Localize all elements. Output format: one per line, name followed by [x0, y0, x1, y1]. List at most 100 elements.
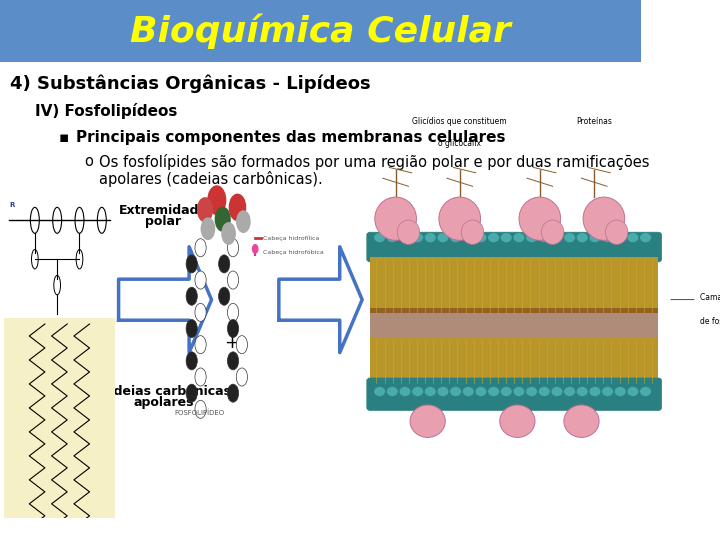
Circle shape — [513, 387, 525, 396]
Circle shape — [450, 387, 462, 396]
Text: IV) Fosfolipídeos: IV) Fosfolipídeos — [35, 103, 178, 119]
Ellipse shape — [606, 220, 628, 244]
Circle shape — [195, 303, 206, 321]
Text: FOSFOLIPÍDEO: FOSFOLIPÍDEO — [174, 410, 224, 416]
Text: apolares (cadeias carbônicas).: apolares (cadeias carbônicas). — [99, 171, 323, 187]
Circle shape — [437, 233, 449, 242]
Text: -: - — [243, 207, 250, 225]
Circle shape — [412, 387, 423, 396]
Text: apolares: apolares — [133, 396, 194, 409]
Circle shape — [195, 400, 206, 418]
Ellipse shape — [500, 405, 535, 437]
Circle shape — [219, 287, 230, 305]
Bar — [4, 318, 115, 518]
Text: Extremidade: Extremidade — [119, 204, 208, 217]
Circle shape — [425, 233, 436, 242]
Ellipse shape — [519, 197, 561, 240]
Circle shape — [186, 352, 197, 370]
Circle shape — [589, 387, 600, 396]
Circle shape — [186, 287, 197, 305]
Circle shape — [526, 387, 537, 396]
Circle shape — [564, 233, 575, 242]
Circle shape — [526, 233, 537, 242]
Text: Camada dupla: Camada dupla — [700, 293, 720, 302]
Circle shape — [602, 387, 613, 396]
Circle shape — [500, 387, 512, 396]
Circle shape — [222, 223, 235, 244]
Text: Glicídios que constituem: Glicídios que constituem — [413, 117, 507, 126]
Circle shape — [399, 233, 410, 242]
Text: Cabeça hidrofóbica: Cabeça hidrofóbica — [263, 250, 323, 255]
Circle shape — [602, 233, 613, 242]
Text: R: R — [9, 202, 14, 208]
Circle shape — [219, 255, 230, 273]
Ellipse shape — [541, 220, 564, 244]
Text: Cadeias carbônicas: Cadeias carbônicas — [96, 385, 231, 398]
Circle shape — [450, 233, 462, 242]
Circle shape — [614, 233, 626, 242]
Text: 4) Substâncias Orgânicas - Lipídeos: 4) Substâncias Orgânicas - Lipídeos — [9, 75, 370, 93]
Circle shape — [500, 233, 512, 242]
Polygon shape — [279, 247, 362, 353]
Circle shape — [475, 387, 487, 396]
Circle shape — [412, 233, 423, 242]
Circle shape — [551, 387, 562, 396]
FancyBboxPatch shape — [370, 308, 658, 340]
Circle shape — [197, 198, 212, 221]
Text: Cabeça hidrofílica: Cabeça hidrofílica — [263, 235, 319, 241]
Ellipse shape — [462, 220, 484, 244]
Circle shape — [228, 239, 238, 257]
Polygon shape — [119, 247, 212, 353]
Circle shape — [253, 245, 258, 253]
Circle shape — [195, 336, 206, 354]
Circle shape — [374, 233, 385, 242]
Circle shape — [186, 255, 197, 273]
Circle shape — [202, 218, 215, 239]
Text: +: + — [225, 334, 240, 352]
Circle shape — [564, 387, 575, 396]
Text: ▪: ▪ — [59, 130, 69, 145]
Text: o glicocalix: o glicocalix — [438, 139, 481, 148]
Text: Proteínas: Proteínas — [576, 117, 612, 126]
Circle shape — [437, 387, 449, 396]
Ellipse shape — [564, 405, 599, 437]
Circle shape — [387, 233, 398, 242]
Circle shape — [230, 194, 246, 220]
Circle shape — [228, 384, 238, 402]
Circle shape — [374, 387, 385, 396]
FancyBboxPatch shape — [366, 232, 662, 262]
Circle shape — [627, 387, 639, 396]
Text: Bioquímica Celular: Bioquímica Celular — [130, 14, 511, 49]
Circle shape — [614, 387, 626, 396]
Circle shape — [195, 368, 206, 386]
Circle shape — [577, 233, 588, 242]
Text: de fosfolipídios: de fosfolipídios — [700, 317, 720, 326]
Circle shape — [237, 211, 250, 232]
Circle shape — [186, 320, 197, 338]
Circle shape — [399, 387, 410, 396]
Ellipse shape — [397, 220, 420, 244]
Circle shape — [539, 233, 550, 242]
Circle shape — [589, 233, 600, 242]
Circle shape — [488, 233, 500, 242]
Circle shape — [186, 384, 197, 402]
Text: polar: polar — [145, 215, 181, 228]
Circle shape — [551, 233, 562, 242]
Text: Os fosfolípides são formados por uma região polar e por duas ramificações: Os fosfolípides são formados por uma reg… — [99, 154, 650, 170]
Bar — [0, 0, 641, 62]
Ellipse shape — [375, 197, 416, 240]
Circle shape — [488, 387, 500, 396]
Circle shape — [228, 303, 238, 321]
Circle shape — [195, 239, 206, 257]
Circle shape — [236, 336, 248, 354]
Circle shape — [539, 387, 550, 396]
Circle shape — [208, 186, 225, 214]
Circle shape — [228, 320, 238, 338]
Circle shape — [640, 233, 652, 242]
Circle shape — [462, 387, 474, 396]
FancyBboxPatch shape — [370, 256, 658, 313]
Ellipse shape — [583, 197, 625, 240]
Text: Principais componentes das membranas celulares: Principais componentes das membranas cel… — [76, 130, 505, 145]
Circle shape — [475, 233, 487, 242]
Ellipse shape — [439, 197, 480, 240]
